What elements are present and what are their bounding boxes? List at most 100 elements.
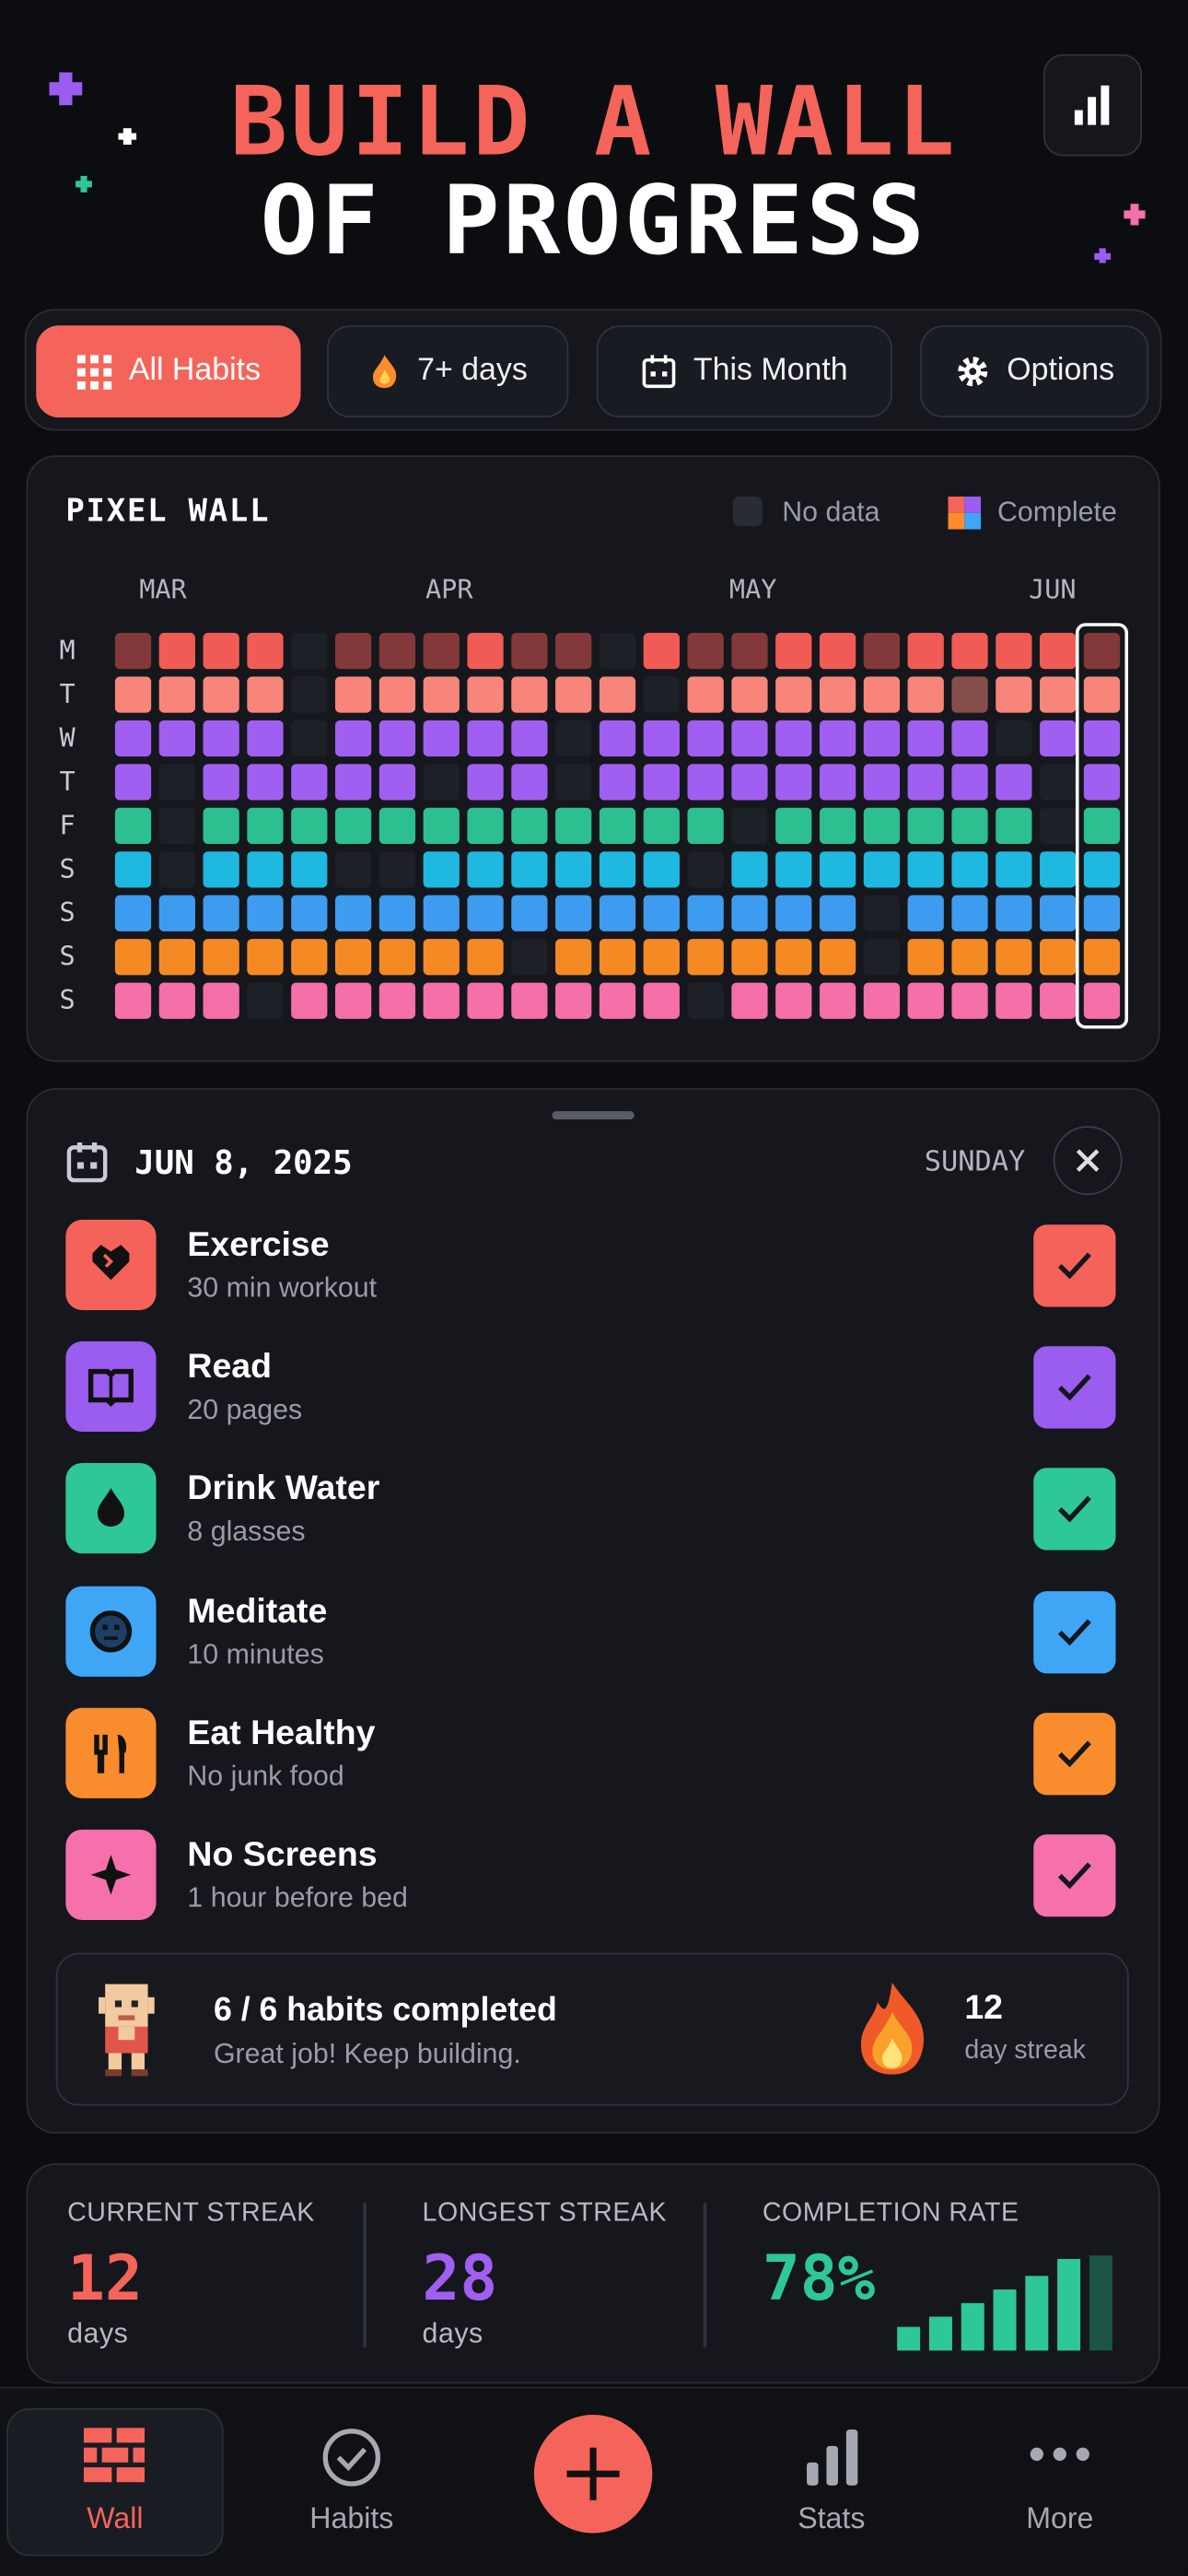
wall-cell	[1083, 895, 1121, 931]
wall-cell	[511, 720, 548, 757]
wall-cell	[643, 807, 680, 845]
wall-cell	[1040, 895, 1077, 931]
wall-cell	[643, 764, 680, 801]
wall-cell	[643, 720, 680, 757]
nav-wall-active[interactable]	[6, 2407, 224, 2557]
wall-cell	[158, 676, 195, 713]
wall-cell	[511, 895, 548, 931]
wall-cell	[1040, 764, 1077, 801]
habit-checkbox[interactable]	[1033, 1590, 1116, 1673]
habit-name: Eat Healthy	[187, 1714, 376, 1752]
wall-cell	[555, 982, 592, 1019]
habit-note: 20 pages	[187, 1394, 303, 1426]
habit-icon	[65, 1586, 157, 1677]
wall-cell	[247, 720, 284, 757]
row-label: T	[60, 767, 76, 797]
wall-cell	[467, 807, 504, 845]
filter-streak[interactable]: 7+ days	[327, 325, 569, 418]
wall-cell	[775, 851, 812, 888]
wall-cell	[996, 895, 1032, 931]
wall-cell	[203, 939, 239, 976]
flame-icon	[372, 355, 397, 389]
stat-label: LONGEST STREAK	[422, 2199, 668, 2228]
wall-cell	[819, 807, 856, 845]
habit-checkbox[interactable]	[1033, 1712, 1116, 1795]
summary-count: 6 / 6 habits completed	[213, 1992, 557, 2029]
habit-checkbox[interactable]	[1033, 1224, 1116, 1307]
wall-cell	[114, 851, 152, 888]
sheet-handle[interactable]	[552, 1111, 635, 1120]
habit-checkbox[interactable]	[1033, 1346, 1116, 1429]
summary-message: Great job! Keep building.	[213, 2038, 521, 2070]
wall-cell	[731, 676, 768, 713]
summary-box	[55, 1952, 1129, 2106]
row-label: F	[60, 810, 76, 840]
wall-cell	[731, 720, 768, 757]
wall-cell	[863, 720, 901, 757]
close-button[interactable]	[1053, 1126, 1123, 1196]
wall-cell	[511, 851, 548, 888]
filter-options[interactable]: Options	[920, 325, 1149, 418]
wall-cell	[555, 764, 592, 801]
wall-cell	[334, 676, 372, 713]
wall-cell	[599, 632, 636, 670]
habit-name: Read	[187, 1348, 273, 1387]
wall-cell	[599, 982, 636, 1019]
wall-cell	[819, 895, 856, 931]
habit-checkbox[interactable]	[1033, 1468, 1116, 1551]
row-label: T	[60, 679, 76, 709]
check-icon	[1057, 1740, 1091, 1767]
nav-label[interactable]: Wall	[87, 2501, 144, 2535]
wall-cell	[819, 982, 856, 1019]
wall-cell	[775, 676, 812, 713]
stats-button[interactable]	[1042, 53, 1143, 157]
wall-cell	[731, 939, 768, 976]
nav-label[interactable]: Stats	[798, 2501, 866, 2535]
wall-cell	[863, 851, 901, 888]
wall-cell	[203, 895, 239, 931]
row-label: S	[60, 942, 76, 972]
wall-cell	[643, 939, 680, 976]
row-label: M	[60, 635, 76, 665]
nav-label[interactable]: More	[1026, 2501, 1094, 2535]
completion-bar	[1089, 2255, 1112, 2351]
wall-cell	[599, 807, 636, 845]
add-button[interactable]	[533, 2414, 653, 2534]
wall-cell	[114, 807, 152, 845]
icon-glyph	[87, 1369, 134, 1408]
stats-icon	[807, 2430, 858, 2486]
wall-cell	[951, 676, 988, 713]
wall-cell	[819, 851, 856, 888]
wall-cell	[379, 895, 416, 931]
wall-cell	[291, 851, 328, 888]
habit-note: 30 min workout	[187, 1271, 378, 1304]
wall-cell	[467, 632, 504, 670]
wall-cell	[731, 632, 768, 670]
wall-cell	[247, 632, 284, 670]
wall-cell	[996, 676, 1032, 713]
wall-cell	[291, 807, 328, 845]
wall-cell	[379, 939, 416, 976]
habit-icon	[65, 1341, 157, 1433]
habit-name: Meditate	[187, 1592, 328, 1631]
legend-label: Complete	[997, 496, 1117, 528]
completion-bar	[1025, 2276, 1049, 2351]
habit-checkbox[interactable]	[1033, 1834, 1116, 1917]
icon-glyph	[92, 1245, 130, 1281]
detail-date: JUN 8, 2025	[134, 1142, 353, 1182]
wall-cell	[158, 807, 195, 845]
wall-cell	[247, 895, 284, 931]
completion-bar	[993, 2289, 1017, 2351]
wall-cell	[863, 939, 901, 976]
stat-label: COMPLETION RATE	[762, 2199, 1019, 2228]
wall-cell	[247, 939, 284, 976]
filter-all-habits[interactable]: All Habits	[36, 325, 301, 418]
calendar-icon	[66, 1142, 108, 1183]
wall-cell	[863, 764, 901, 801]
row-label: S	[60, 854, 76, 884]
nav-label[interactable]: Habits	[309, 2501, 394, 2535]
wall-cell	[1083, 720, 1121, 757]
filter-month[interactable]: This Month	[596, 325, 892, 418]
stat-unit: days	[67, 2317, 129, 2349]
wall-cell	[731, 895, 768, 931]
